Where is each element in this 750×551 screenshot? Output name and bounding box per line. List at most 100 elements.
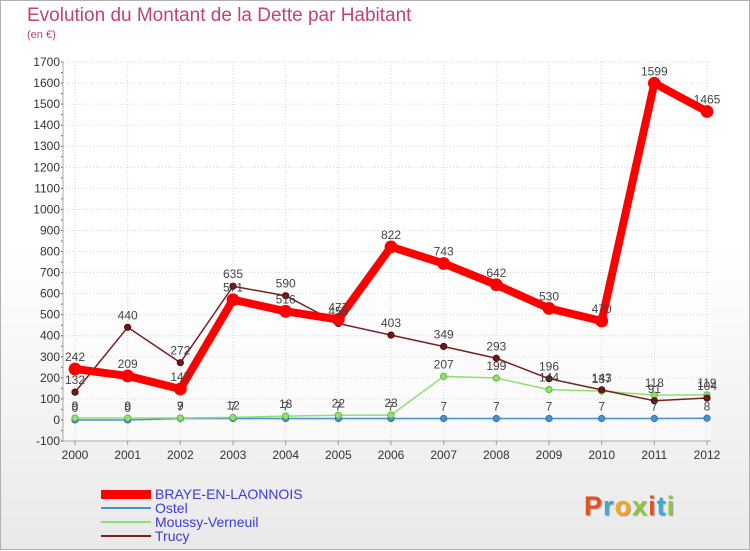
legend: BRAYE-EN-LAONNOIS Ostel Moussy-Verneuil …: [101, 486, 303, 544]
data-label: 440: [118, 308, 138, 322]
data-label: 0: [72, 401, 79, 415]
data-point: [492, 354, 500, 362]
data-point: [279, 304, 293, 318]
data-point: [176, 359, 184, 367]
data-label: 22: [332, 396, 346, 410]
data-point: [387, 411, 395, 419]
data-point: [700, 105, 714, 118]
data-point: [124, 323, 132, 331]
x-tick-label: 2004: [272, 448, 299, 462]
data-point: [282, 412, 290, 420]
x-tick-label: 2003: [220, 448, 247, 462]
data-label: 8: [704, 399, 711, 413]
y-tick-label: 1000: [33, 202, 60, 216]
data-label: 242: [65, 350, 85, 364]
chart-subtitle: (en €): [27, 29, 56, 41]
data-point: [650, 414, 658, 423]
data-point: [703, 394, 711, 402]
data-point: [542, 301, 556, 315]
data-label: 104: [697, 379, 717, 393]
data-label: 7: [282, 399, 289, 413]
data-label: 7: [493, 399, 500, 413]
data-point: [598, 414, 606, 423]
legend-label-ostel: Ostel: [155, 500, 188, 516]
legend-item-trucy: Trucy: [101, 528, 303, 544]
y-tick-label: 1100: [34, 181, 60, 195]
logo-letter: i: [666, 491, 676, 521]
logo-letter: r: [603, 491, 615, 521]
data-label: 199: [486, 359, 506, 373]
y-tick-label: 400: [40, 329, 60, 343]
data-label: 196: [539, 360, 559, 374]
data-label: 207: [434, 357, 454, 371]
y-tick-label: 1600: [33, 76, 60, 90]
data-point: [282, 292, 290, 300]
data-label: 0: [124, 401, 131, 415]
data-point: [226, 293, 240, 307]
data-label: 9: [124, 399, 131, 413]
logo-letter: x: [632, 491, 649, 521]
y-tick-label: 1500: [33, 97, 60, 111]
data-label: 571: [223, 281, 243, 295]
y-tick-label: 100: [40, 392, 60, 406]
x-tick-label: 2000: [62, 448, 89, 462]
data-point: [598, 386, 606, 394]
data-point: [124, 414, 132, 422]
data-point: [229, 413, 237, 422]
data-label: 272: [170, 344, 190, 358]
y-tick-label: 200: [40, 371, 60, 385]
data-label: 7: [598, 399, 605, 413]
y-tick-label: 800: [40, 245, 60, 259]
data-point: [68, 362, 82, 376]
data-label: 530: [539, 289, 559, 303]
x-tick-label: 2001: [114, 448, 141, 462]
data-point: [440, 372, 448, 380]
data-point: [121, 369, 135, 383]
y-tick-label: -100: [36, 434, 60, 448]
data-point: [489, 278, 503, 292]
data-label: 1465: [694, 92, 721, 106]
legend-swatch-braye: [101, 489, 151, 499]
data-label: 137: [592, 372, 612, 386]
data-point: [492, 374, 500, 382]
data-point: [229, 282, 237, 290]
y-tick-label: 1200: [33, 160, 60, 174]
data-label: 642: [486, 266, 506, 280]
x-tick-label: 2002: [167, 448, 194, 462]
legend-label-moussy: Moussy-Verneuil: [155, 514, 259, 530]
data-label: 458: [328, 305, 348, 319]
data-point: [384, 240, 398, 254]
x-tick-label: 2011: [641, 448, 667, 462]
data-label: 23: [384, 396, 398, 410]
data-label: 7: [335, 399, 342, 413]
y-tick-label: 1300: [33, 139, 60, 153]
x-tick-label: 2006: [378, 448, 405, 462]
legend-item-braye: BRAYE-EN-LAONNOIS: [101, 486, 303, 502]
data-point: [595, 314, 609, 328]
data-label: 470: [592, 302, 612, 316]
data-label: 144: [539, 371, 559, 385]
data-label: 209: [118, 357, 138, 371]
data-label: 7: [177, 399, 184, 413]
data-point: [545, 375, 553, 383]
data-label: 118: [645, 376, 664, 390]
data-label: 143: [592, 371, 612, 385]
data-label: 822: [381, 228, 401, 242]
x-tick-label: 2008: [483, 448, 510, 462]
data-point: [176, 414, 184, 422]
data-label: 516: [276, 292, 296, 306]
data-point: [440, 342, 448, 351]
logo-letter: t: [656, 491, 667, 521]
data-point: [440, 414, 448, 423]
data-label: 1599: [641, 64, 668, 78]
data-label: 91: [648, 382, 662, 396]
data-point: [331, 313, 345, 326]
x-tick-label: 2012: [694, 448, 721, 462]
data-label: 743: [434, 245, 454, 259]
data-label: 477: [328, 301, 348, 315]
data-label: 9: [177, 399, 184, 413]
y-tick-label: 300: [40, 350, 60, 364]
legend-label-braye: BRAYE-EN-LAONNOIS: [155, 486, 303, 502]
data-point: [492, 414, 500, 423]
